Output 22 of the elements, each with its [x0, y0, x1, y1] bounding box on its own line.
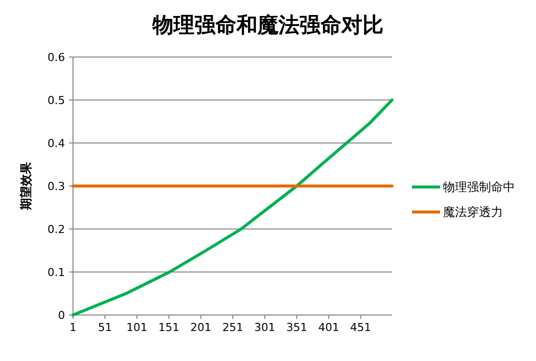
x-tick-label: 301	[254, 321, 276, 334]
y-tick-label: 0.1	[48, 266, 65, 279]
legend-label: 物理强制命中	[443, 180, 515, 194]
y-tick-label: 0	[58, 309, 65, 322]
line-series	[72, 98, 394, 316]
x-tick-label: 101	[126, 321, 148, 334]
x-tick-label: 151	[158, 321, 180, 334]
legend-label: 魔法穿透力	[443, 205, 503, 219]
y-tick-label: 0.5	[48, 94, 65, 107]
x-tick-label: 201	[190, 321, 212, 334]
x-tick-label: 251	[222, 321, 244, 334]
y-tick-label: 0.4	[48, 137, 65, 150]
y-axis-title: 期望效果	[19, 161, 33, 211]
chart-title: 物理强命和魔法强命对比	[152, 12, 384, 37]
y-tick-label: 0.3	[48, 180, 65, 193]
y-tick-label: 0.2	[48, 223, 65, 236]
x-tick-label: 451	[350, 321, 372, 334]
x-tick-label: 401	[318, 321, 340, 334]
y-tick-label: 0.6	[48, 51, 65, 64]
x-tick-label: 1	[70, 321, 76, 334]
x-tick-label: 51	[98, 321, 112, 334]
x-tick-label: 351	[286, 321, 308, 334]
